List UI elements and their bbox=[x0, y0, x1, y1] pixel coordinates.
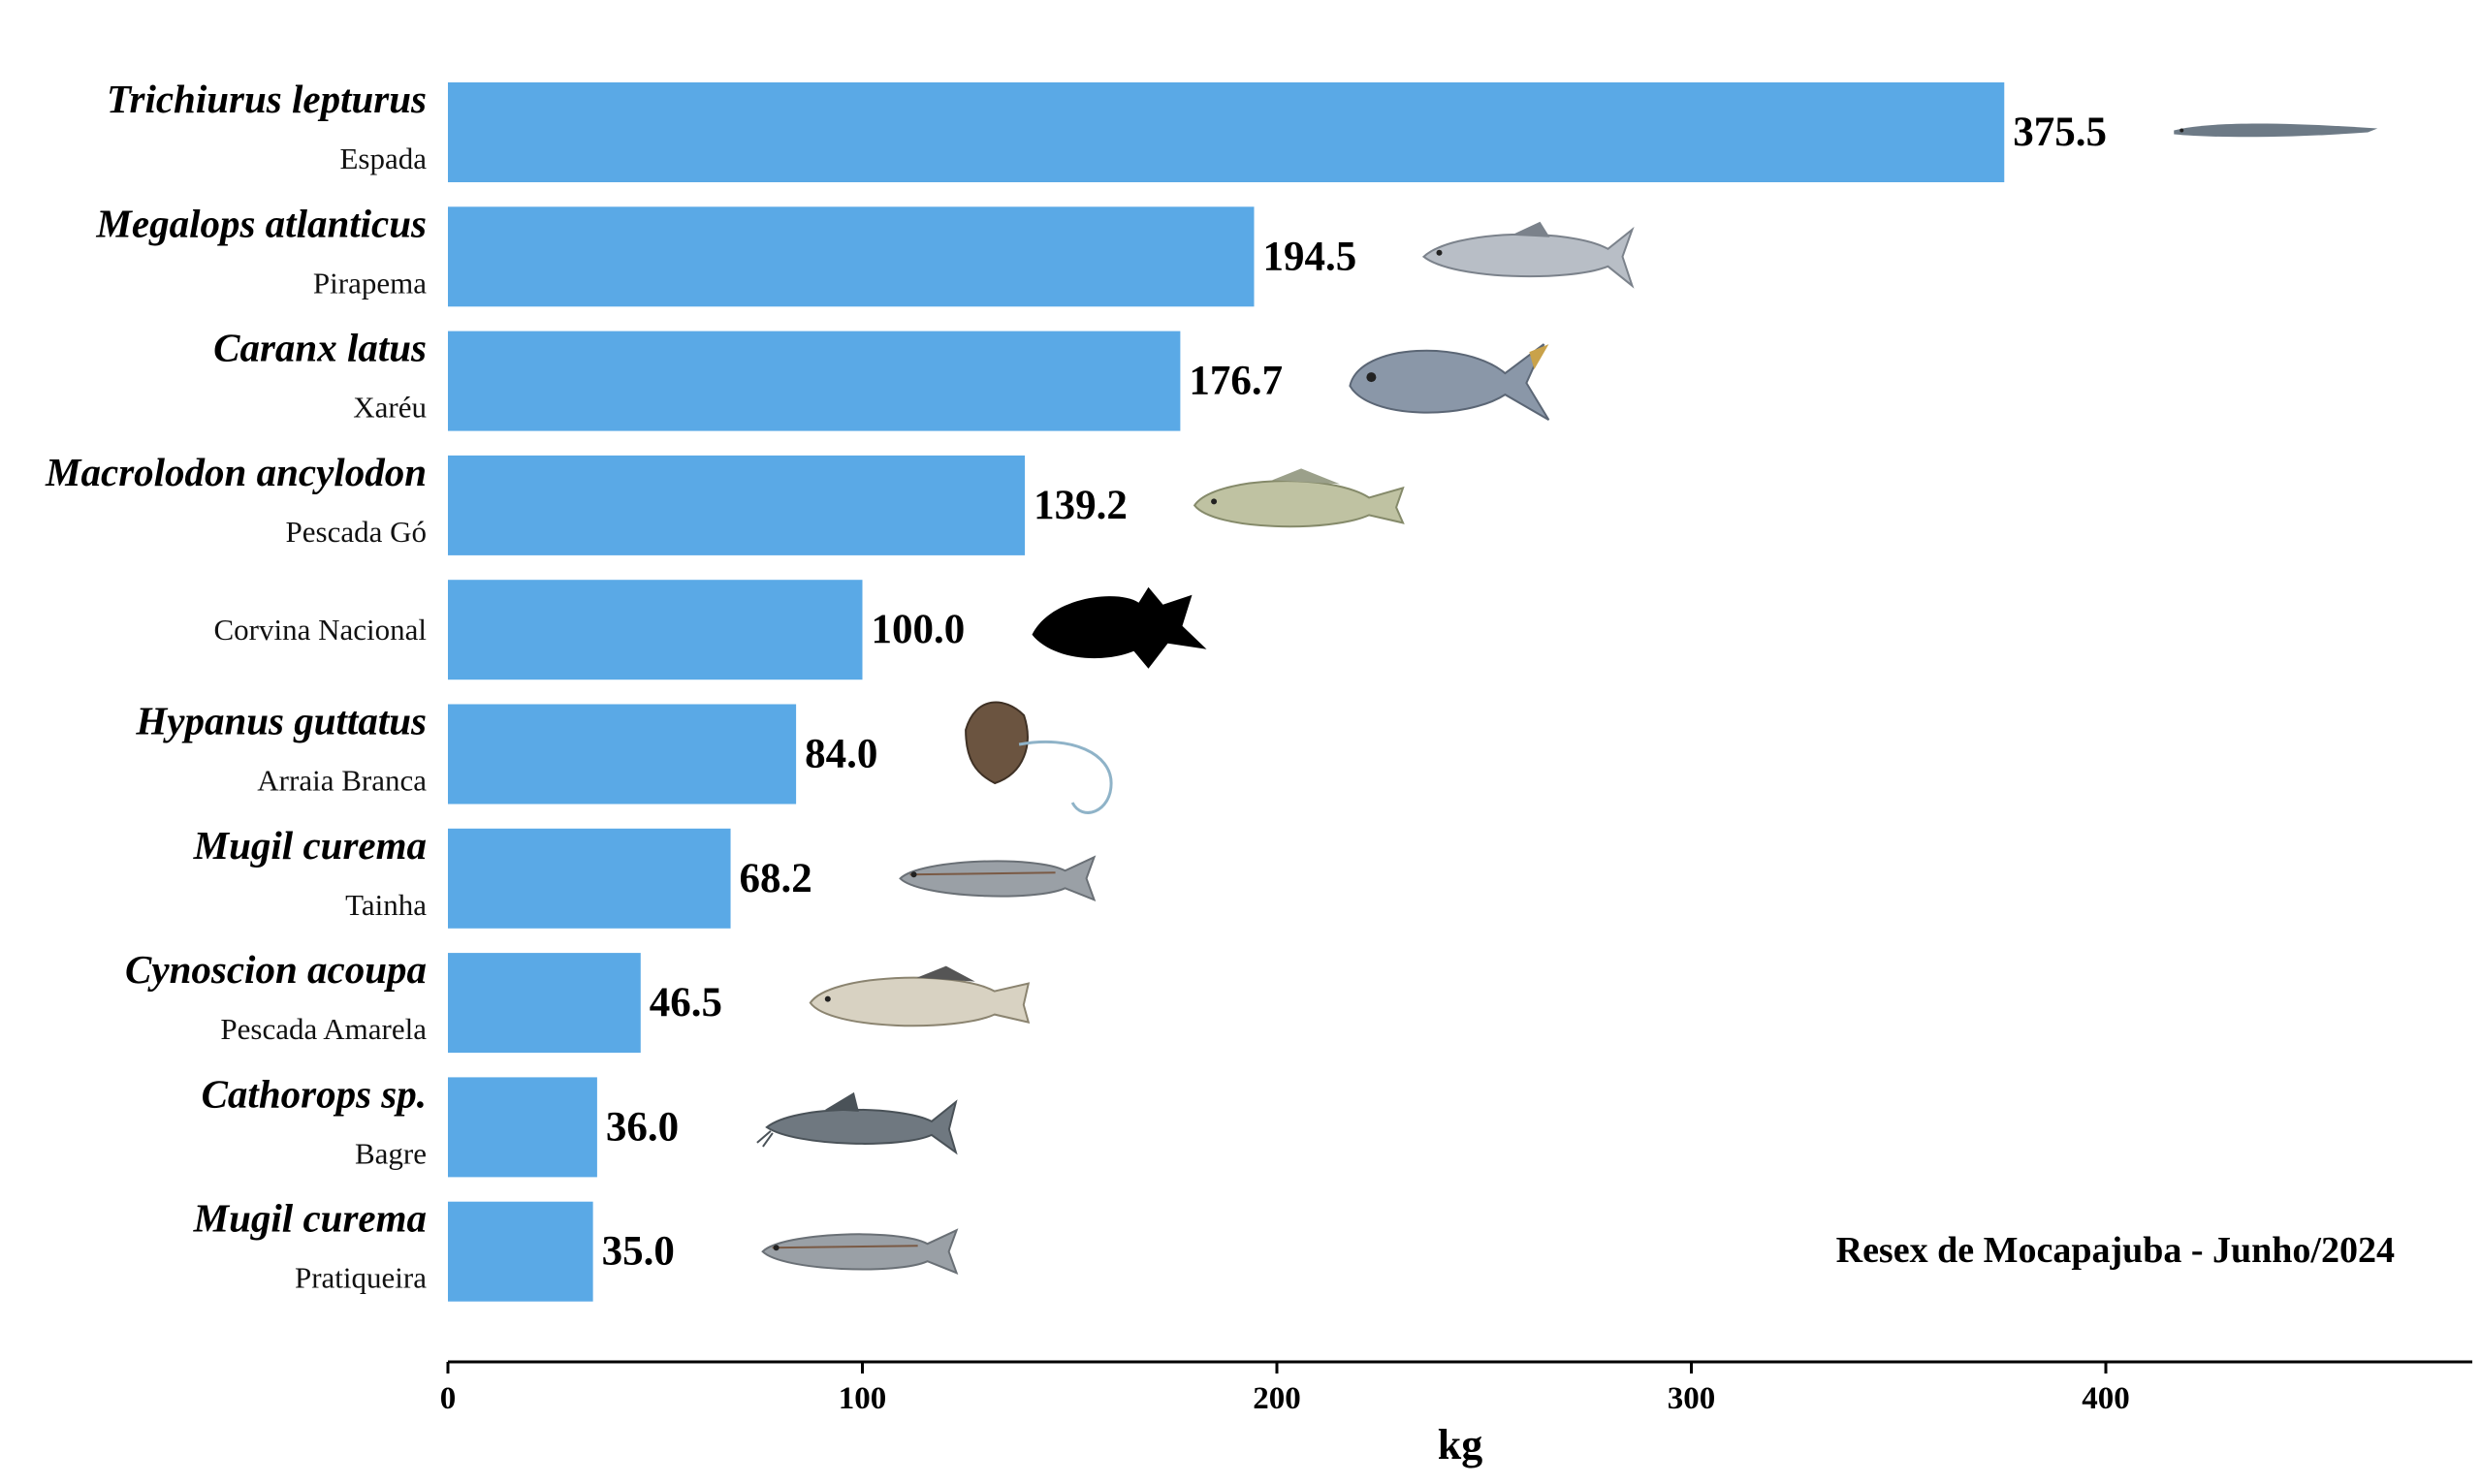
bar-6 bbox=[448, 828, 731, 929]
category-common-name: Pescada Gó bbox=[286, 515, 427, 549]
category-scientific-name: Megalops atlanticus bbox=[95, 201, 427, 245]
category-common-name: Xaréu bbox=[353, 391, 427, 425]
value-label: 36.0 bbox=[606, 1104, 679, 1150]
category-scientific-name: Mugil curema bbox=[193, 1196, 427, 1241]
value-label: 46.5 bbox=[650, 980, 722, 1026]
bar-1 bbox=[448, 206, 1255, 307]
bar-2 bbox=[448, 331, 1181, 431]
bar-0 bbox=[448, 82, 2005, 182]
small-mullet-icon bbox=[761, 1228, 959, 1275]
catfish-icon bbox=[756, 1091, 958, 1155]
category-common-name: Corvina Nacional bbox=[213, 613, 427, 647]
bar-3 bbox=[448, 455, 1026, 555]
category-scientific-name: Trichiurus lepturus bbox=[107, 77, 427, 121]
x-tick-label: 0 bbox=[440, 1381, 457, 1416]
jack-fish-icon bbox=[1349, 343, 1550, 421]
category-scientific-name: Cynoscion acoupa bbox=[125, 947, 427, 992]
weakfish-icon bbox=[1193, 468, 1405, 528]
category-common-name: Tainha bbox=[345, 888, 427, 922]
bar-5 bbox=[448, 704, 797, 805]
value-label: 84.0 bbox=[805, 732, 877, 777]
value-label: 139.2 bbox=[1034, 483, 1128, 528]
x-tick-label: 100 bbox=[839, 1381, 887, 1416]
x-tick-label: 200 bbox=[1253, 1381, 1301, 1416]
fish-icons-group bbox=[756, 123, 2378, 1275]
bar-9 bbox=[448, 1201, 593, 1302]
ribbonfish-icon bbox=[2174, 123, 2378, 138]
bars-group bbox=[448, 82, 2005, 1302]
category-common-name: Pratiqueira bbox=[295, 1261, 427, 1295]
category-scientific-name: Macrolodon ancylodon bbox=[45, 450, 427, 494]
category-scientific-name: Cathorops sp. bbox=[202, 1071, 427, 1116]
value-label: 100.0 bbox=[872, 607, 966, 652]
value-label: 68.2 bbox=[740, 856, 812, 901]
category-common-name: Arraia Branca bbox=[257, 764, 427, 798]
value-labels-group: 375.5 194.5 176.7 139.2 100.0 84.0 68.2 46.5 36.… bbox=[602, 110, 2107, 1275]
x-tick-label: 400 bbox=[2082, 1381, 2130, 1416]
mullet-icon bbox=[899, 855, 1097, 902]
x-axis: 0 100 200 300 400 bbox=[440, 1360, 2472, 1416]
category-common-name: Pescada Amarela bbox=[220, 1012, 427, 1046]
tarpon-icon bbox=[1421, 221, 1635, 289]
category-scientific-name: Hypanus guttatus bbox=[135, 699, 427, 743]
value-label: 176.7 bbox=[1189, 359, 1283, 404]
x-axis-label: kg bbox=[1438, 1421, 1482, 1468]
value-label: 194.5 bbox=[1262, 234, 1356, 279]
x-tick-label: 300 bbox=[1668, 1381, 1716, 1416]
acoupa-weakfish-icon bbox=[809, 965, 1031, 1027]
chart-annotation: Resex de Mocapajuba - Junho/2024 bbox=[1836, 1230, 2395, 1271]
category-scientific-name: Mugil curema bbox=[193, 823, 427, 868]
category-common-name: Espada bbox=[339, 142, 427, 175]
category-scientific-name: Caranx latus bbox=[213, 326, 427, 370]
value-label: 35.0 bbox=[602, 1229, 675, 1275]
fish-silhouette-icon bbox=[1032, 586, 1207, 669]
bar-7 bbox=[448, 953, 641, 1054]
category-labels-group: Trichiurus lepturus Espada Megalops atlant… bbox=[45, 77, 427, 1295]
stingray-icon bbox=[965, 701, 1113, 814]
category-common-name: Bagre bbox=[355, 1136, 427, 1170]
bar-8 bbox=[448, 1077, 597, 1178]
bar-4 bbox=[448, 580, 863, 680]
category-common-name: Pirapema bbox=[313, 266, 427, 300]
value-label: 375.5 bbox=[2013, 110, 2107, 155]
